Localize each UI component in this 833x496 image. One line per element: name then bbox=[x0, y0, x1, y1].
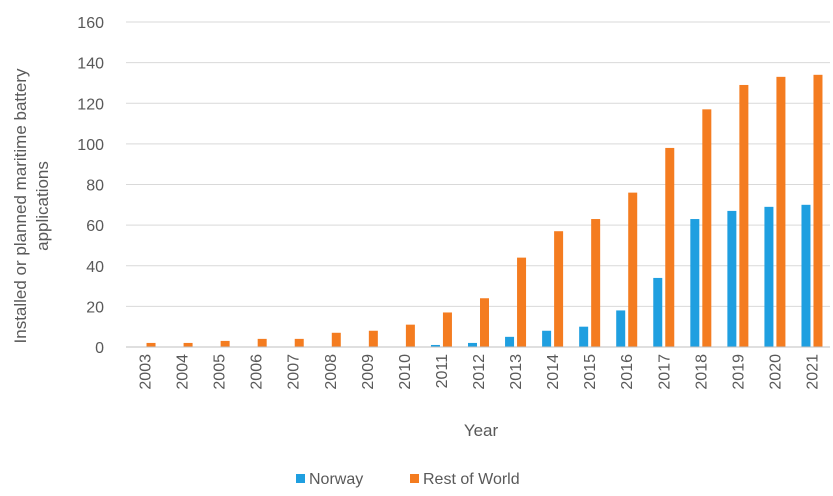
y-tick-label: 20 bbox=[86, 299, 104, 316]
bar-rest-of-world-2013 bbox=[517, 257, 527, 347]
bar-norway-2017 bbox=[653, 277, 663, 347]
x-tick-label: 2011 bbox=[434, 354, 451, 389]
y-tick-label: 0 bbox=[95, 340, 104, 357]
bar-rest-of-world-2012 bbox=[480, 298, 489, 347]
x-tick-label: 2009 bbox=[360, 354, 377, 390]
bar-rest-of-world-2009 bbox=[368, 330, 378, 347]
x-tick-label: 2013 bbox=[508, 354, 525, 390]
legend: Norway Rest of World bbox=[296, 471, 520, 488]
x-tick-label: 2020 bbox=[767, 354, 784, 390]
x-tick-label: 2005 bbox=[212, 354, 229, 390]
bar-norway-2011 bbox=[430, 344, 440, 347]
x-tick-label: 2008 bbox=[323, 354, 340, 390]
bar-rest-of-world-2004 bbox=[183, 342, 193, 347]
bar-norway-2013 bbox=[505, 336, 515, 347]
y-axis-ticks: 0 20 40 60 80 100 120 140 160 bbox=[77, 15, 104, 357]
y-tick-label: 60 bbox=[86, 218, 104, 235]
x-tick-label: 2016 bbox=[619, 354, 636, 390]
y-tick-label: 100 bbox=[77, 137, 104, 154]
bar-rest-of-world-2006 bbox=[257, 338, 267, 347]
bar-norway-2021 bbox=[801, 204, 811, 347]
bar-rest-of-world-2011 bbox=[442, 312, 452, 347]
y-tick-label: 120 bbox=[77, 96, 104, 113]
bar-rest-of-world-2016 bbox=[628, 192, 638, 347]
x-tick-label: 2006 bbox=[249, 354, 266, 390]
x-tick-label: 2004 bbox=[175, 354, 192, 390]
bar-norway-2018 bbox=[690, 219, 700, 347]
bar-rest-of-world-2005 bbox=[220, 340, 230, 347]
bar-rest-of-world-2018 bbox=[702, 109, 712, 347]
legend-swatch-rest-of-world bbox=[410, 474, 419, 483]
bar-norway-2019 bbox=[727, 210, 737, 347]
legend-swatch-norway bbox=[296, 474, 305, 483]
y-tick-label: 40 bbox=[86, 259, 104, 276]
gridlines bbox=[126, 21, 830, 307]
bar-rest-of-world-2010 bbox=[405, 324, 415, 347]
y-axis-title: Installed or planned maritime battery app… bbox=[11, 68, 52, 343]
x-tick-label: 2012 bbox=[471, 354, 488, 390]
y-tick-label: 80 bbox=[86, 178, 104, 195]
bar-rest-of-world-2003 bbox=[146, 342, 156, 347]
bar-norway-2020 bbox=[764, 206, 774, 347]
x-tick-label: 2014 bbox=[545, 354, 562, 390]
bar-norway-2014 bbox=[542, 330, 552, 347]
bar-rest-of-world-2021 bbox=[813, 74, 823, 347]
legend-label: Rest of World bbox=[423, 471, 520, 488]
bar-norway-2015 bbox=[579, 326, 589, 347]
y-tick-label: 160 bbox=[77, 15, 104, 32]
x-tick-label: 2017 bbox=[656, 354, 673, 390]
bars bbox=[146, 74, 823, 347]
bar-rest-of-world-2008 bbox=[331, 332, 341, 347]
x-tick-label: 2003 bbox=[138, 354, 155, 390]
bar-rest-of-world-2014 bbox=[554, 231, 564, 347]
bar-norway-2012 bbox=[468, 342, 477, 347]
x-tick-label: 2007 bbox=[286, 354, 303, 390]
x-axis-title: Year bbox=[464, 421, 499, 440]
bar-rest-of-world-2017 bbox=[665, 147, 675, 347]
bar-rest-of-world-2019 bbox=[739, 84, 749, 347]
bar-rest-of-world-2020 bbox=[776, 76, 786, 347]
y-tick-label: 140 bbox=[77, 56, 104, 73]
x-tick-label: 2021 bbox=[804, 354, 821, 390]
bar-rest-of-world-2007 bbox=[294, 338, 304, 347]
bar-norway-2016 bbox=[616, 310, 626, 347]
x-tick-label: 2010 bbox=[397, 354, 414, 390]
x-tick-label: 2018 bbox=[693, 354, 710, 390]
x-axis-ticks: 2003 2004 2005 2006 2007 2008 2009 2010 2011 2012… bbox=[138, 354, 822, 390]
x-tick-label: 2019 bbox=[730, 354, 747, 390]
bar-rest-of-world-2015 bbox=[591, 219, 601, 347]
x-tick-label: 2015 bbox=[582, 354, 599, 390]
legend-label: Norway bbox=[309, 471, 363, 488]
